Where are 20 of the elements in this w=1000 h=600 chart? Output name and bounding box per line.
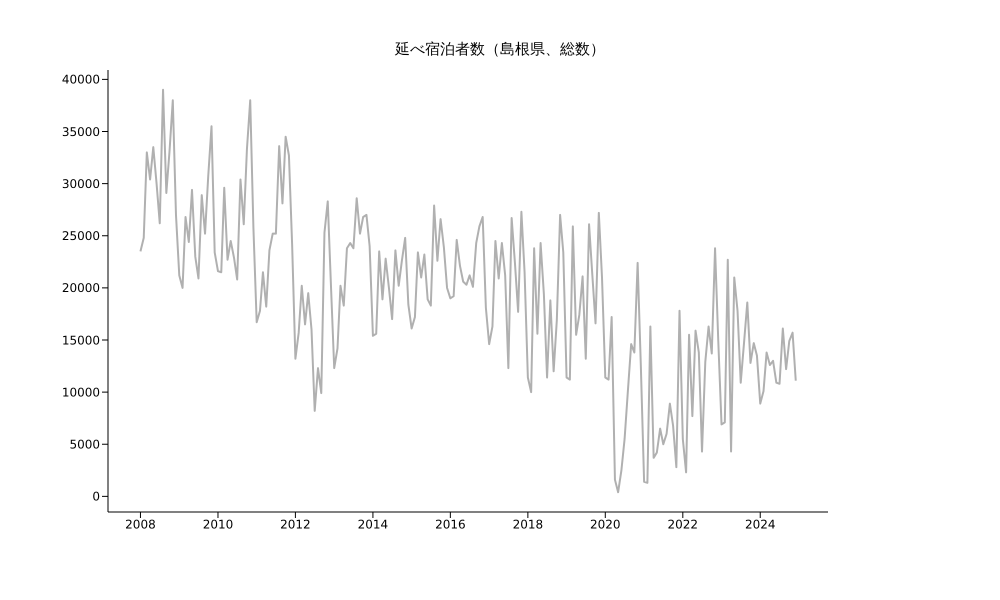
y-tick-label: 20000: [62, 281, 100, 296]
y-tick-label: 10000: [62, 385, 100, 400]
x-tick-label: 2024: [744, 518, 776, 532]
y-tick-label: 25000: [62, 229, 100, 244]
x-tick-label: 2018: [512, 518, 544, 532]
y-tick-label: 40000: [62, 72, 100, 87]
chart-title: 延べ宿泊者数（島根県、総数）: [394, 40, 606, 60]
line-series: [139, 88, 797, 494]
y-tick-label: 0: [92, 490, 100, 504]
y-tick-label: 15000: [62, 333, 100, 348]
y-tick-label: 5000: [69, 438, 100, 452]
x-tick-label: 2010: [202, 518, 234, 532]
y-tick-label: 35000: [62, 124, 100, 139]
y-tick-label: 30000: [62, 176, 100, 191]
x-tick-label: 2014: [358, 518, 388, 532]
x-tick-label: 2020: [590, 518, 621, 532]
x-tick-label: 2008: [125, 518, 156, 532]
x-tick-label: 2022: [668, 518, 698, 532]
x-tick-label: 2012: [280, 518, 311, 532]
x-tick-label: 2016: [435, 518, 466, 532]
